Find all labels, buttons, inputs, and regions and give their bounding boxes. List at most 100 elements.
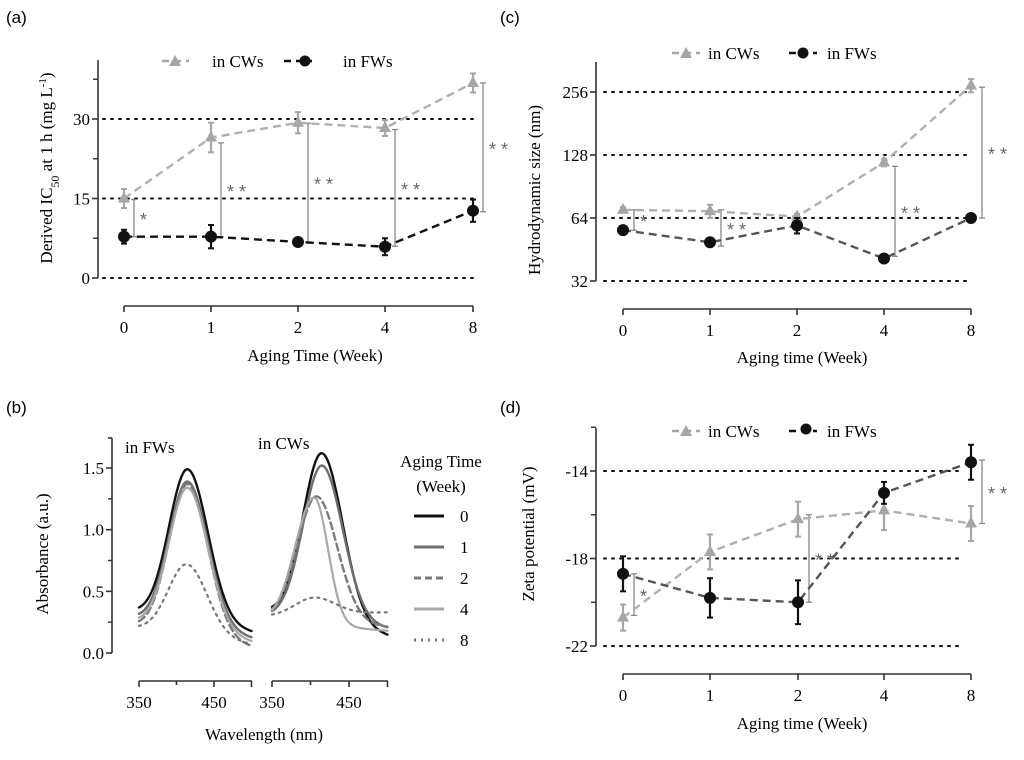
panel-b: (b) Wavelength (nm) Absorbance (a.u.) in…	[6, 398, 482, 744]
data-point-fws-d	[617, 567, 629, 580]
y-tick-label-c: 256	[563, 83, 589, 102]
spectrum-week-4-fws	[137, 486, 253, 643]
data-point-cws-c	[878, 155, 890, 167]
x-tick-label-b1: 450	[336, 693, 362, 712]
data-point-fws-a	[118, 230, 130, 243]
data-point-cws-c	[704, 204, 716, 216]
spectrum-week-8-cws	[270, 596, 389, 616]
legend-d: in CWs in FWs	[672, 422, 877, 441]
significance-label-a: * *	[227, 182, 246, 202]
y-axis-label-c: Hydrodynamic size (nm)	[525, 105, 544, 275]
triangle-marker-icon	[169, 55, 181, 66]
series-line-cws-c	[622, 84, 972, 218]
y-label-a-sub: 50	[48, 176, 62, 188]
legend-title-b-line2: (Week)	[416, 477, 466, 496]
significance-label-c: *	[640, 212, 647, 232]
significance-label-a: * *	[401, 180, 420, 200]
y-axis-label-b: Absorbance (a.u.)	[33, 493, 52, 614]
data-point-cws-d	[617, 610, 629, 622]
data-point-fws-d	[965, 456, 977, 469]
legend-c: in CWs in FWs	[672, 44, 877, 63]
x-axis-label-b: Wavelength (nm)	[205, 725, 323, 744]
y-label-a-post: )	[37, 72, 56, 78]
y-label-a-sup: -1	[37, 78, 49, 87]
legend-a: in CWs in FWs	[162, 52, 393, 71]
significance-label-a: * *	[314, 175, 333, 195]
data-point-cws-d	[792, 512, 804, 524]
data-point-fws-c	[704, 236, 716, 249]
panel-d: (d) Aging time (Week) Zeta potential (mV…	[500, 398, 877, 733]
significance-label-c: * *	[901, 203, 920, 223]
panel-label-b: (b)	[6, 398, 27, 417]
panel-c: (c) Aging time (Week) Hydrodynamic size …	[500, 8, 877, 367]
y-tick-label-d: -22	[565, 637, 588, 656]
x-tick-label-a: 0	[120, 318, 129, 337]
y-label-a-pre: Derived IC	[37, 188, 56, 264]
legend-label-fws-d: in FWs	[827, 422, 877, 441]
x-tick-label-c: 4	[880, 321, 889, 340]
x-tick-label-c: 2	[793, 321, 802, 340]
data-point-cws-a	[379, 121, 391, 133]
significance-label-d: * *	[815, 551, 834, 571]
x-tick-label-b0: 450	[201, 693, 227, 712]
significance-label-d: *	[640, 587, 647, 607]
significance-label-d: * *	[988, 484, 1007, 504]
panel-label-a: (a)	[6, 8, 27, 27]
x-axis-label-a: Aging Time (Week)	[247, 346, 383, 365]
spectrum-week-8-fws	[137, 563, 253, 646]
series-line-cws-a	[123, 81, 474, 200]
legend-label-b: 2	[460, 569, 469, 588]
data-point-cws-d	[704, 544, 716, 556]
legend-label-cws-d: in CWs	[708, 422, 759, 441]
circle-marker-icon	[797, 47, 809, 59]
data-point-cws-d	[878, 503, 890, 515]
subplot-title-fws: in FWs	[125, 438, 175, 457]
data-point-cws-d	[965, 516, 977, 528]
x-tick-label-a: 4	[381, 318, 390, 337]
panel-label-d: (d)	[500, 398, 521, 417]
x-axis-label-d: Aging time (Week)	[737, 714, 868, 733]
legend-label-b: 4	[460, 600, 469, 619]
data-point-fws-c	[791, 219, 803, 232]
panel-label-c: (c)	[500, 8, 520, 27]
data-point-fws-c	[965, 212, 977, 224]
x-tick-label-b1: 350	[259, 693, 285, 712]
x-tick-label-d: 1	[706, 686, 715, 705]
spectrum-week-2-fws	[137, 482, 253, 647]
legend-label-cws-c: in CWs	[708, 44, 759, 63]
spectrum-week-1-cws	[270, 464, 389, 629]
x-tick-label-d: 0	[619, 686, 628, 705]
y-tick-label-b: 1.0	[83, 521, 104, 540]
y-tick-label-d: -18	[565, 550, 588, 569]
legend-label-b: 0	[460, 507, 469, 526]
spectrum-week-4-cws	[270, 496, 389, 632]
data-point-cws-a	[205, 130, 217, 142]
triangle-marker-icon	[680, 47, 692, 58]
y-label-a-mid: at 1 h (mg L	[37, 87, 56, 175]
y-tick-label-b: 0.5	[83, 582, 104, 601]
y-tick-label-a: 30	[73, 110, 90, 129]
data-point-cws-c	[965, 78, 977, 90]
y-tick-label-a: 15	[73, 190, 90, 209]
data-point-cws-a	[118, 191, 130, 203]
legend-title-b-line1: Aging Time	[400, 452, 482, 471]
x-tick-label-b0: 350	[126, 693, 152, 712]
x-tick-label-c: 1	[706, 321, 715, 340]
x-tick-label-d: 4	[880, 686, 889, 705]
triangle-marker-icon	[680, 425, 692, 436]
panel-a: (a) Aging Time (Week) Derived IC50 at 1 …	[6, 8, 393, 365]
y-tick-label-b: 1.5	[83, 459, 104, 478]
x-tick-label-d: 2	[794, 686, 803, 705]
legend-label-fws-a: in FWs	[343, 52, 393, 71]
circle-marker-icon	[800, 423, 812, 435]
data-point-fws-a	[292, 235, 304, 248]
significance-label-c: * *	[727, 220, 746, 240]
significance-label-a: *	[140, 210, 147, 230]
x-tick-label-c: 8	[967, 321, 976, 340]
y-axis-label-a: Derived IC50 at 1 h (mg L-1)	[37, 72, 62, 263]
legend-label-fws-c: in FWs	[827, 44, 877, 63]
y-tick-label-a: 0	[82, 269, 91, 288]
legend-label-cws-a: in CWs	[212, 52, 263, 71]
significance-label-c: * *	[988, 145, 1007, 165]
